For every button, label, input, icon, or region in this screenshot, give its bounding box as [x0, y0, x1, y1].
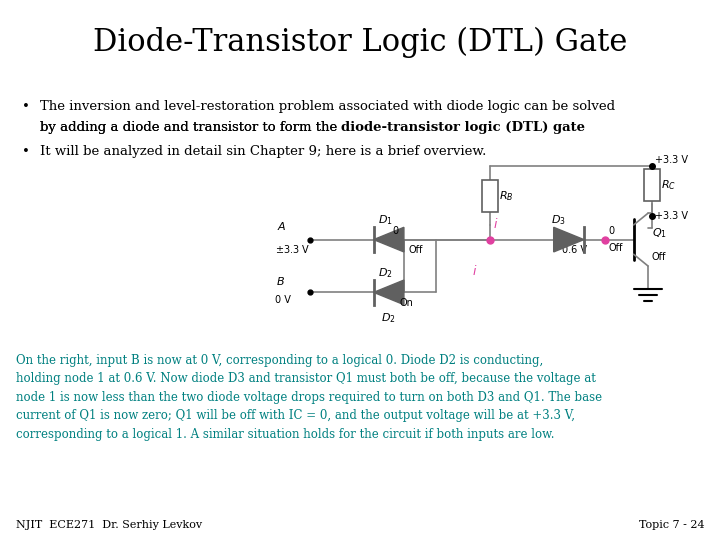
Text: $i$: $i$	[493, 217, 499, 231]
Text: The inversion and level-restoration problem associated with diode logic can be s: The inversion and level-restoration prob…	[40, 100, 615, 113]
Text: diode-transistor logic (DTL) gate: diode-transistor logic (DTL) gate	[341, 122, 585, 134]
Text: B: B	[277, 276, 285, 287]
Text: 0: 0	[392, 226, 399, 236]
Text: On: On	[400, 298, 413, 308]
Polygon shape	[374, 280, 404, 305]
Text: It will be analyzed in detail sin Chapter 9; here is a brief overview.: It will be analyzed in detail sin Chapte…	[40, 145, 486, 158]
Bar	[644, 169, 660, 201]
Text: by adding a diode and transistor to form the: by adding a diode and transistor to form…	[40, 122, 341, 134]
Text: 0 V: 0 V	[276, 295, 292, 305]
Text: $i$: $i$	[472, 264, 477, 278]
Text: •: •	[22, 100, 30, 113]
Text: Off: Off	[652, 252, 666, 262]
Text: $D_2$: $D_2$	[382, 312, 396, 326]
Text: Off: Off	[608, 244, 623, 253]
Text: $R_B$: $R_B$	[498, 189, 513, 202]
Text: $R_C$: $R_C$	[661, 179, 676, 192]
Text: Diode-Transistor Logic (DTL) Gate: Diode-Transistor Logic (DTL) Gate	[93, 27, 627, 58]
Text: $Q_1$: $Q_1$	[652, 227, 667, 240]
Text: by adding a diode and transistor to form the: by adding a diode and transistor to form…	[40, 122, 341, 134]
Text: NJIT  ECE271  Dr. Serhiy Levkov: NJIT ECE271 Dr. Serhiy Levkov	[16, 520, 202, 530]
Text: $\pm$3.3 V: $\pm$3.3 V	[276, 242, 311, 254]
Text: •: •	[22, 145, 30, 158]
Text: 0: 0	[608, 226, 615, 236]
Text: Topic 7 - 24: Topic 7 - 24	[639, 520, 704, 530]
Text: On the right, input B is now at 0 V, corresponding to a logical 0. Diode D2 is c: On the right, input B is now at 0 V, cor…	[16, 354, 602, 441]
Bar	[482, 179, 498, 212]
Polygon shape	[374, 227, 404, 252]
Text: A: A	[277, 222, 285, 232]
Text: +3.3 V: +3.3 V	[655, 155, 688, 165]
Text: $D_3$: $D_3$	[551, 213, 565, 227]
Polygon shape	[554, 227, 584, 252]
Text: Off: Off	[409, 245, 423, 255]
Text: +3.3 V: +3.3 V	[655, 211, 688, 221]
Text: $D_2$: $D_2$	[378, 266, 392, 280]
Text: $D_1$: $D_1$	[378, 213, 392, 227]
Text: 0.6 V: 0.6 V	[562, 245, 587, 255]
